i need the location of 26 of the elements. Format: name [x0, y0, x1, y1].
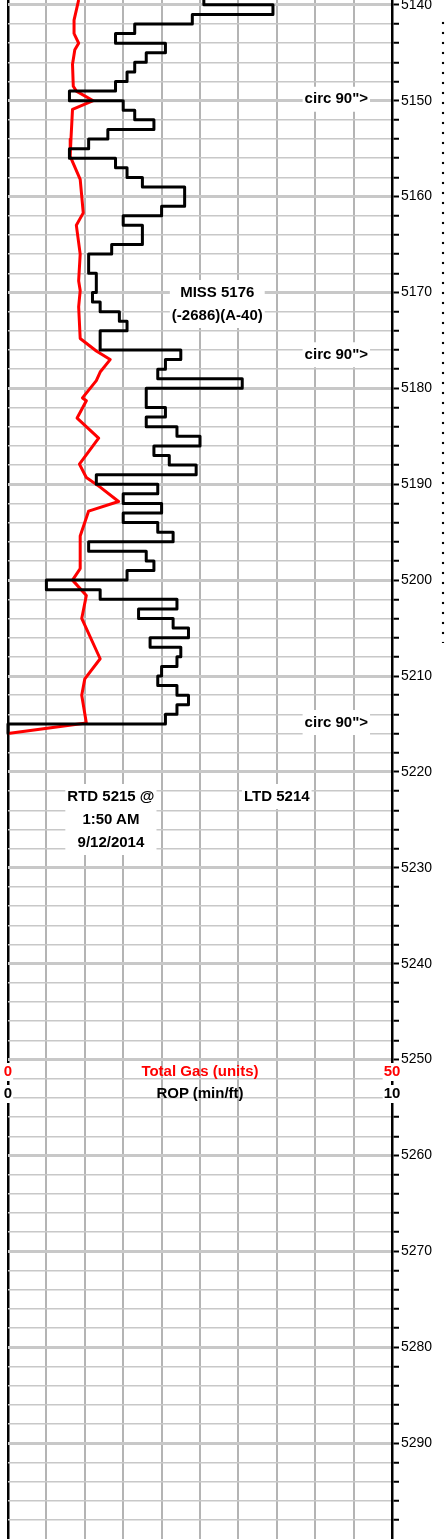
y-tick-label: 5150 [401, 91, 433, 108]
annotation: circ 90"> [304, 344, 369, 362]
x2-tick-label: 0 [3, 1062, 13, 1080]
x2-axis-title: Total Gas (units) [141, 1062, 259, 1080]
x-tick-label: 10 [383, 1084, 401, 1102]
annotation: RTD 5215 @ 1:50 AM 9/12/2014 [67, 786, 155, 850]
y-tick-label: 5260 [401, 1146, 433, 1163]
annotation: circ 90"> [304, 712, 369, 730]
y-tick-label: 5190 [401, 475, 433, 492]
x2-tick-label: 50 [383, 1062, 401, 1080]
y-tick-label: 5280 [401, 1338, 433, 1355]
x-axis-title: ROP (min/ft) [156, 1084, 244, 1102]
y-tick-label: 5270 [401, 1242, 433, 1259]
y-tick-label: 5170 [401, 283, 433, 300]
y-tick-label: 5180 [401, 379, 433, 396]
y-tick-label: 5220 [401, 762, 433, 779]
y-tick-label: 5210 [401, 666, 433, 683]
annotation: MISS 5176 (-2686)(A-40) [171, 282, 263, 323]
y-tick-label: 5250 [401, 1050, 433, 1067]
y-tick-label: 5200 [401, 570, 433, 587]
y-tick-label: 5240 [401, 954, 433, 971]
y-tick-label: 5290 [401, 1433, 433, 1450]
annotation: LTD 5214 [244, 786, 311, 804]
y-tick-label: 5160 [401, 187, 433, 204]
y-tick-label: 5230 [401, 858, 433, 875]
annotation: circ 90"> [304, 89, 369, 107]
